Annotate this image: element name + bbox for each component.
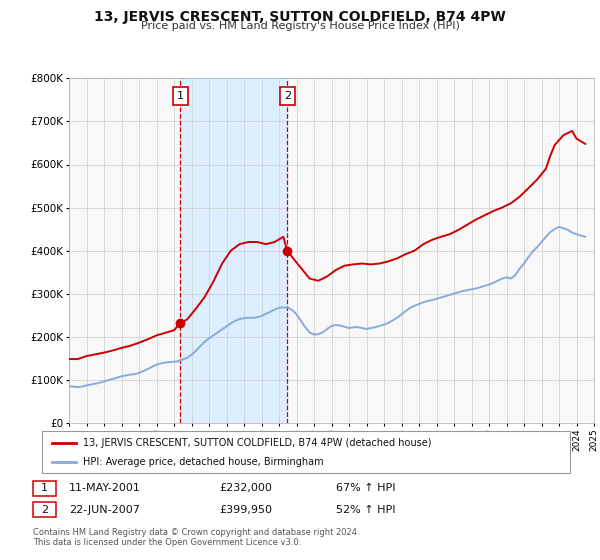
Text: 13, JERVIS CRESCENT, SUTTON COLDFIELD, B74 4PW (detached house): 13, JERVIS CRESCENT, SUTTON COLDFIELD, B… — [83, 437, 431, 447]
Text: 1: 1 — [177, 91, 184, 101]
Text: 13, JERVIS CRESCENT, SUTTON COLDFIELD, B74 4PW: 13, JERVIS CRESCENT, SUTTON COLDFIELD, B… — [94, 10, 506, 24]
Text: 67% ↑ HPI: 67% ↑ HPI — [336, 483, 395, 493]
Text: 22-JUN-2007: 22-JUN-2007 — [69, 505, 140, 515]
Text: 2: 2 — [284, 91, 291, 101]
Text: Price paid vs. HM Land Registry's House Price Index (HPI): Price paid vs. HM Land Registry's House … — [140, 21, 460, 31]
Text: £232,000: £232,000 — [219, 483, 272, 493]
Text: 52% ↑ HPI: 52% ↑ HPI — [336, 505, 395, 515]
Text: HPI: Average price, detached house, Birmingham: HPI: Average price, detached house, Birm… — [83, 457, 324, 467]
Text: 11-MAY-2001: 11-MAY-2001 — [69, 483, 141, 493]
Text: 1: 1 — [41, 483, 48, 493]
Bar — [180, 78, 287, 423]
Text: 2: 2 — [41, 505, 48, 515]
Text: Contains HM Land Registry data © Crown copyright and database right 2024.
This d: Contains HM Land Registry data © Crown c… — [33, 528, 359, 547]
FancyBboxPatch shape — [42, 431, 570, 473]
Text: £399,950: £399,950 — [219, 505, 272, 515]
